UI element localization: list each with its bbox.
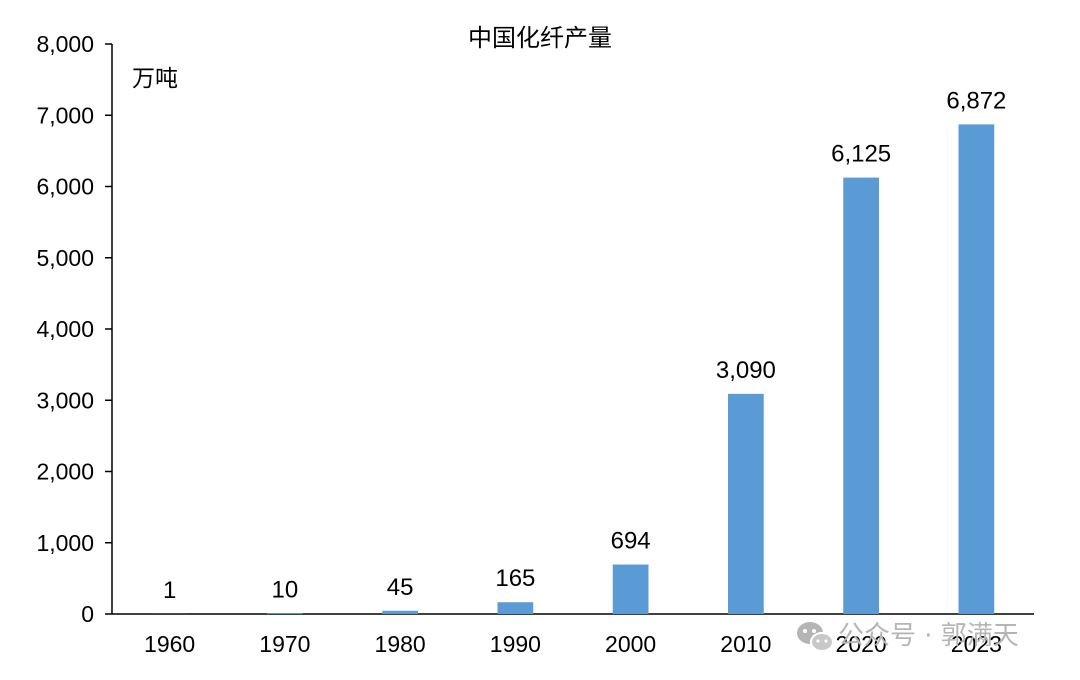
watermark: 公众号 · 郭满天 [797, 621, 1019, 652]
y-tick-label: 6,000 [36, 174, 94, 200]
bar-1970 [267, 613, 303, 614]
x-tick-label-2023: 2023 [951, 631, 1002, 657]
unit-label: 万吨 [132, 66, 178, 92]
watermark-text: 公众号 · 郭满天 [838, 621, 1019, 651]
wechat-icon [797, 622, 834, 652]
y-tick-label: 5,000 [36, 245, 94, 271]
x-tick-label-2020: 2020 [836, 631, 887, 657]
chart-title: 中国化纤产量 [468, 24, 612, 52]
data-label-1970: 10 [272, 576, 299, 603]
y-axis: 0 1,000 2,000 3,000 4,000 5,000 6,000 7,000 8,00… [36, 31, 113, 627]
x-tick-label-1990: 1990 [490, 631, 541, 657]
y-tick-label: 7,000 [36, 102, 94, 128]
x-tick-label-2010: 2010 [720, 631, 771, 657]
bar-2023 [958, 124, 995, 615]
x-tick-label-1960: 1960 [144, 631, 195, 657]
y-tick-label: 2,000 [36, 459, 94, 485]
y-tick-label: 8,000 [36, 31, 94, 57]
bar-1980 [382, 610, 418, 614]
y-tick-label: 3,000 [36, 387, 94, 413]
x-tick-label-2000: 2000 [605, 631, 656, 657]
y-tick-label: 1,000 [36, 530, 94, 556]
data-label-2010: 3,090 [716, 357, 776, 384]
data-label-2000: 694 [611, 528, 651, 555]
bars [151, 124, 995, 615]
data-label-2023: 6,872 [946, 87, 1006, 114]
data-label-1990: 165 [495, 565, 535, 592]
y-tick-label: 4,000 [36, 316, 94, 342]
data-label-2020: 6,125 [831, 141, 891, 168]
data-label-1960: 1 [163, 577, 176, 604]
data-label-1980: 45 [387, 574, 414, 601]
bar-2010 [728, 393, 764, 614]
y-tick-label: 0 [81, 601, 94, 627]
x-tick-label-1970: 1970 [259, 631, 310, 657]
bar-2020 [843, 177, 879, 614]
x-tick-label-1980: 1980 [375, 631, 426, 657]
data-labels: 1 10 45 165 694 3,090 6,125 6,872 [163, 87, 1006, 604]
x-axis: 1960 1970 1980 1990 2000 2010 2020 2023 [112, 613, 1034, 657]
bar-2000 [612, 564, 649, 614]
bar-1990 [497, 602, 534, 614]
